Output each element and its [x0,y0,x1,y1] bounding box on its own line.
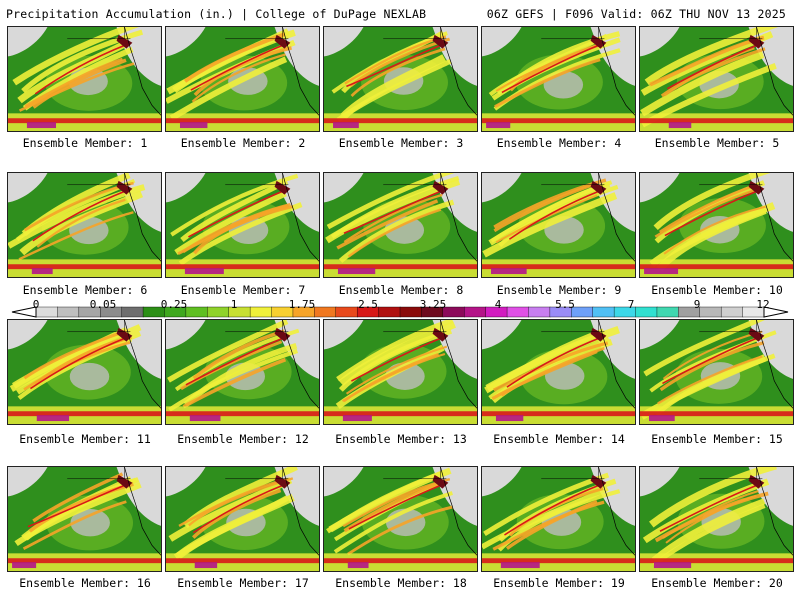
colorbar-right-arrow [763,306,789,318]
ensemble-member-map [7,319,162,425]
ensemble-member-label: Ensemble Member: 15 [651,432,783,446]
ensemble-member-label: Ensemble Member: 16 [19,576,151,590]
ensemble-member-map [7,466,162,572]
colorbar-cell [207,306,230,318]
ensemble-member-label: Ensemble Member: 2 [180,136,306,150]
colorbar-cell [656,306,679,318]
chart-title-right: 06Z GEFS | F096 Valid: 06Z THU NOV 13 20… [486,7,786,21]
ensemble-member-label: Ensemble Member: 19 [493,576,625,590]
ensemble-member-map [165,172,320,278]
ensemble-member-map [639,466,794,572]
ensemble-member-map [481,172,636,278]
colorbar-tick-label: 0.05 [89,298,117,311]
colorbar-cell [378,306,401,318]
ensemble-member-map [165,319,320,425]
colorbar-tick-label: 3.25 [419,298,447,311]
ensemble-member-label: Ensemble Member: 10 [651,283,783,297]
ensemble-member-map [481,26,636,132]
ensemble-member-label: Ensemble Member: 9 [496,283,622,297]
ensemble-member-label: Ensemble Member: 17 [177,576,309,590]
colorbar-cell [635,306,658,318]
chart-title-left: Precipitation Accumulation (in.) | Colle… [6,7,427,21]
ensemble-member-map [7,172,162,278]
ensemble-member-map [481,319,636,425]
ensemble-member-map [639,26,794,132]
colorbar-tick-label: 9 [693,298,701,311]
colorbar-cell [121,306,144,318]
ensemble-member-map [323,26,478,132]
ensemble-member-map [165,466,320,572]
colorbar-tick-label: 5.5 [555,298,575,311]
ensemble-member-label: Ensemble Member: 18 [335,576,467,590]
colorbar-cell [314,306,337,318]
colorbar-tick-label: 4 [494,298,502,311]
ensemble-member-map [323,319,478,425]
colorbar-left-arrow [11,306,37,318]
ensemble-member-label: Ensemble Member: 11 [19,432,151,446]
ensemble-member-label: Ensemble Member: 13 [335,432,467,446]
ensemble-member-label: Ensemble Member: 12 [177,432,309,446]
ensemble-member-label: Ensemble Member: 1 [22,136,148,150]
ensemble-member-map [165,26,320,132]
colorbar-tick-label: 0 [32,298,40,311]
ensemble-member-label: Ensemble Member: 14 [493,432,625,446]
colorbar-cell [57,306,80,318]
ensemble-member-label: Ensemble Member: 6 [22,283,148,297]
colorbar-cell [699,306,722,318]
ensemble-member-label: Ensemble Member: 3 [338,136,464,150]
colorbar-cell [399,306,423,318]
precip-colorbar [11,306,789,318]
ensemble-member-label: Ensemble Member: 4 [496,136,622,150]
colorbar-tick-label: 12 [756,298,770,311]
colorbar-cell [528,306,551,318]
ensemble-member-label: Ensemble Member: 8 [338,283,464,297]
colorbar-tick-label: 2.5 [358,298,378,311]
ensemble-member-map [323,172,478,278]
colorbar-cell [185,306,208,318]
ensemble-member-map [323,466,478,572]
colorbar-tick-label: 1.75 [288,298,316,311]
colorbar-cell [335,306,358,318]
ensemble-member-map [639,319,794,425]
colorbar-cell [506,306,530,318]
colorbar-cell [592,306,615,318]
colorbar-tick-label: 1 [230,298,238,311]
colorbar-cell [720,306,744,318]
colorbar-tick-label: 0.25 [160,298,188,311]
colorbar-cell [464,306,487,318]
ensemble-member-label: Ensemble Member: 20 [651,576,783,590]
colorbar-tick-label: 7 [627,298,635,311]
ensemble-member-map [7,26,162,132]
ensemble-member-map [639,172,794,278]
ensemble-member-map [481,466,636,572]
colorbar-cell [249,306,273,318]
ensemble-member-label: Ensemble Member: 5 [654,136,780,150]
ensemble-member-label: Ensemble Member: 7 [180,283,306,297]
